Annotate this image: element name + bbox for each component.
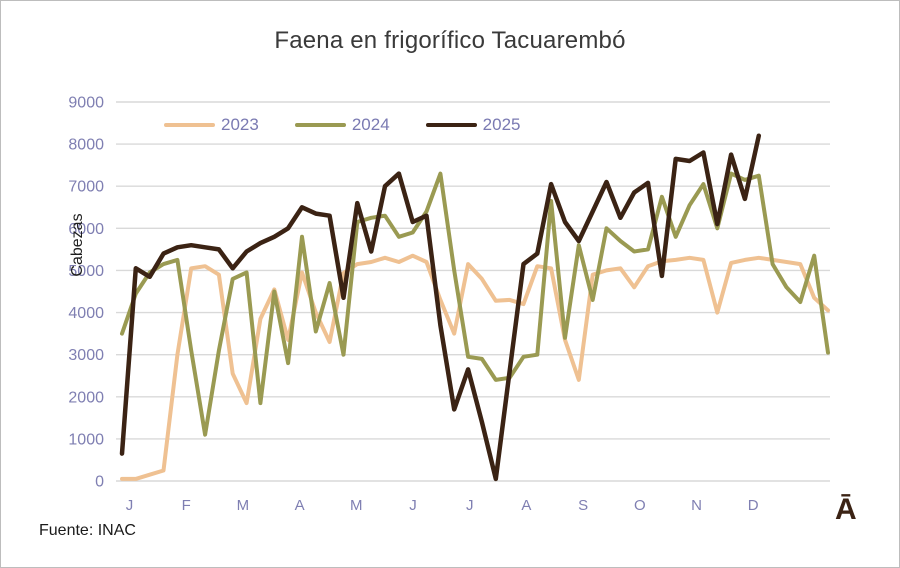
x-tick-label-month: A: [521, 497, 531, 514]
y-tick-label: 9000: [68, 95, 104, 112]
legend-item-2023: 2023: [164, 115, 259, 135]
legend-label-2025: 2025: [482, 115, 521, 134]
y-tick-label: 4000: [68, 305, 104, 322]
x-tick-label-month: J: [466, 497, 474, 514]
x-tick-label-month: J: [409, 497, 417, 514]
series-line-2025: [119, 133, 762, 482]
legend-swatch-2023: [164, 122, 215, 128]
y-axis-title: Cabezas: [69, 213, 86, 277]
legend-item-2025: 2025: [425, 115, 521, 135]
series-line-2023: [120, 253, 830, 481]
legend-item-2024: 2024: [294, 115, 390, 135]
x-tick-label-month: S: [578, 497, 588, 514]
x-tick-label-month: N: [691, 497, 702, 514]
chart-legend: 2023 2024 2025: [164, 115, 520, 135]
y-tick-label: 6000: [68, 221, 104, 238]
y-tick-label: 0: [95, 474, 104, 491]
x-tick-label-month: D: [748, 497, 759, 514]
y-tick-label: 1000: [68, 431, 104, 448]
x-tick-label-month: O: [634, 497, 646, 514]
y-tick-label: 3000: [68, 347, 104, 364]
legend-label-2023: 2023: [221, 115, 259, 134]
y-tick-label: 5000: [68, 263, 104, 280]
stray-glyph-text: Ā: [835, 493, 857, 526]
y-tick-label: 2000: [68, 389, 104, 406]
x-tick-label-month: J: [126, 497, 134, 514]
source-note: Fuente: INAC: [39, 522, 136, 539]
x-tick-label-month: M: [350, 497, 363, 514]
legend-swatch-2025: [425, 122, 477, 128]
series-line-2024: [120, 171, 830, 437]
x-tick-label-month: A: [295, 497, 305, 514]
y-tick-label: 8000: [68, 137, 104, 154]
legend-label-2024: 2024: [351, 115, 390, 134]
y-tick-label: 7000: [68, 179, 104, 196]
x-tick-label-month: F: [182, 497, 191, 514]
chart-title: Faena en frigorífico Tacuarembó: [274, 27, 626, 54]
x-tick-label-month: M: [237, 497, 250, 514]
legend-swatch-2024: [294, 122, 346, 128]
